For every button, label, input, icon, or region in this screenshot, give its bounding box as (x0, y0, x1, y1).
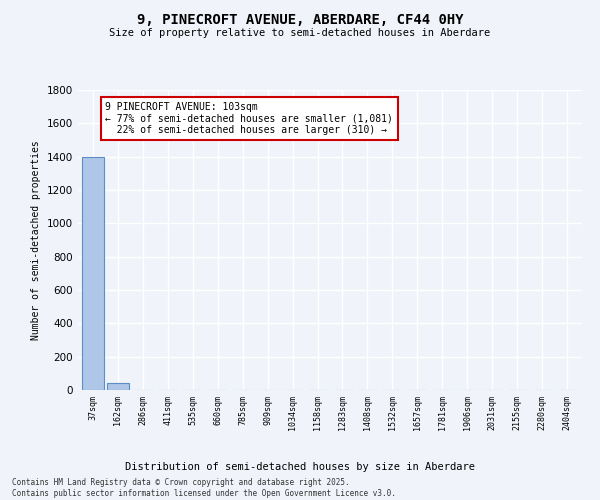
Text: Distribution of semi-detached houses by size in Aberdare: Distribution of semi-detached houses by … (125, 462, 475, 472)
Bar (82, 156, 104, 390)
Text: 9, PINECROFT AVENUE, ABERDARE, CF44 0HY: 9, PINECROFT AVENUE, ABERDARE, CF44 0HY (137, 12, 463, 26)
Text: Size of property relative to semi-detached houses in Aberdare: Size of property relative to semi-detach… (109, 28, 491, 38)
Text: Contains HM Land Registry data © Crown copyright and database right 2025.
Contai: Contains HM Land Registry data © Crown c… (12, 478, 396, 498)
Text: 9 PINECROFT AVENUE: 103sqm
← 77% of semi-detached houses are smaller (1,081)
  2: 9 PINECROFT AVENUE: 103sqm ← 77% of semi… (106, 102, 394, 135)
Bar (107, 384, 128, 390)
Y-axis label: Number of semi-detached properties: Number of semi-detached properties (31, 140, 41, 340)
